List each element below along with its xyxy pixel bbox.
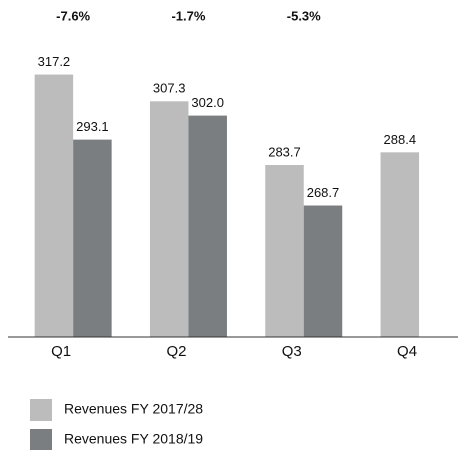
- data-label: 307.3: [153, 81, 186, 96]
- x-tick-label: Q3: [282, 343, 302, 360]
- legend-swatch: [30, 399, 52, 421]
- legend-swatch: [30, 429, 52, 450]
- data-label: 283.7: [268, 144, 301, 159]
- data-label: 268.7: [307, 185, 340, 200]
- bar: [73, 139, 112, 337]
- annotation: -1.7%: [171, 8, 205, 23]
- data-label: 302.0: [191, 95, 224, 110]
- x-tick-label: Q1: [51, 343, 71, 360]
- data-label: 317.2: [38, 54, 71, 69]
- bar: [380, 152, 420, 337]
- bar: [34, 74, 74, 337]
- legend-label: Revenues FY 2017/28: [64, 401, 203, 417]
- bar: [303, 205, 343, 337]
- annotation: -5.3%: [287, 8, 321, 23]
- bar: [149, 101, 189, 337]
- x-tick-label: Q2: [166, 343, 186, 360]
- x-tick-label: Q4: [397, 343, 417, 360]
- data-label: 288.4: [384, 132, 417, 147]
- bar: [265, 165, 304, 337]
- data-label: 293.1: [76, 119, 109, 134]
- bar: [188, 115, 227, 337]
- annotation: -7.6%: [56, 8, 90, 23]
- legend-label: Revenues FY 2018/19: [64, 431, 203, 447]
